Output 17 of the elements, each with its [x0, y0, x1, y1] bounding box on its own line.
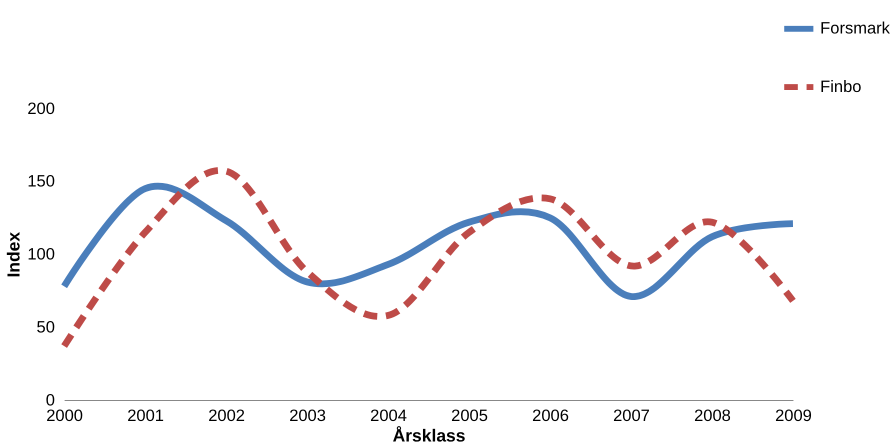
- y-axis-title: Index: [4, 232, 24, 278]
- x-tick-label: 2008: [694, 406, 731, 425]
- y-tick-label: 50: [36, 317, 55, 336]
- legend-label: Forsmark: [820, 18, 891, 38]
- x-tick-label: 2007: [613, 406, 650, 425]
- x-tick-label: 2002: [208, 406, 245, 425]
- y-tick-label: 100: [27, 244, 55, 264]
- x-tick-label: 2006: [532, 406, 569, 425]
- y-tick-label: 200: [27, 98, 55, 118]
- x-tick-label: 2001: [127, 406, 164, 425]
- y-tick-label: 150: [27, 172, 55, 191]
- x-tick-label: 2009: [775, 406, 812, 425]
- x-axis-title: Årsklass: [392, 425, 466, 446]
- legend-label: Finbo: [820, 76, 862, 96]
- x-tick-label: 2005: [451, 406, 488, 425]
- x-tick-label: 2004: [370, 406, 407, 425]
- x-tick-label: 2003: [289, 406, 326, 425]
